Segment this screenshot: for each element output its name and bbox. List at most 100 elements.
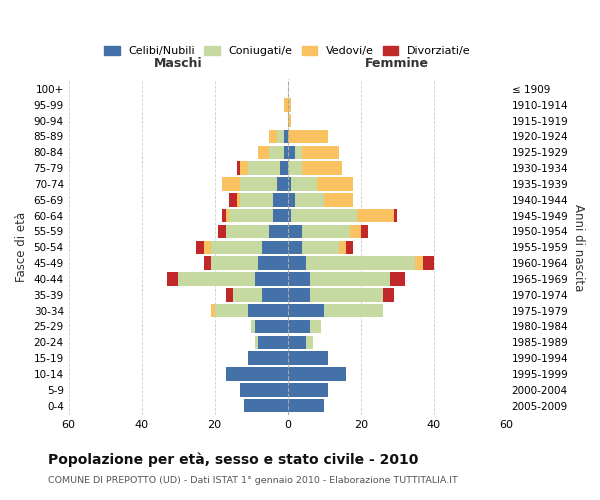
Bar: [167, 272, 178, 285]
Bar: [287, 240, 302, 254]
Bar: [339, 240, 346, 254]
Bar: [211, 256, 259, 270]
Bar: [310, 320, 320, 333]
Bar: [287, 304, 324, 318]
Bar: [211, 240, 262, 254]
Bar: [244, 399, 287, 412]
Bar: [269, 225, 287, 238]
Bar: [273, 193, 287, 206]
Bar: [287, 178, 292, 190]
Bar: [226, 209, 229, 222]
Bar: [302, 146, 339, 159]
Bar: [357, 209, 394, 222]
Bar: [346, 240, 353, 254]
Bar: [287, 256, 306, 270]
Bar: [222, 178, 240, 190]
Bar: [292, 209, 357, 222]
Bar: [269, 130, 277, 143]
Bar: [255, 272, 287, 285]
Bar: [277, 178, 287, 190]
Bar: [248, 162, 280, 175]
Bar: [211, 304, 215, 318]
Bar: [226, 288, 233, 302]
Bar: [295, 146, 302, 159]
Bar: [287, 146, 295, 159]
Bar: [310, 288, 383, 302]
Bar: [284, 130, 287, 143]
Y-axis label: Fasce di età: Fasce di età: [15, 212, 28, 282]
Bar: [306, 256, 415, 270]
Bar: [324, 193, 353, 206]
Y-axis label: Anni di nascita: Anni di nascita: [572, 204, 585, 291]
Bar: [255, 336, 259, 349]
Bar: [287, 367, 346, 380]
Bar: [394, 209, 397, 222]
Bar: [226, 367, 287, 380]
Bar: [415, 256, 423, 270]
Bar: [248, 304, 287, 318]
Bar: [269, 146, 284, 159]
Bar: [280, 162, 287, 175]
Bar: [287, 336, 306, 349]
Bar: [248, 352, 287, 365]
Legend: Celibi/Nubili, Coniugati/e, Vedovi/e, Divorziati/e: Celibi/Nubili, Coniugati/e, Vedovi/e, Di…: [100, 42, 475, 60]
Bar: [306, 336, 313, 349]
Bar: [229, 193, 236, 206]
Bar: [287, 209, 292, 222]
Bar: [287, 130, 328, 143]
Bar: [287, 114, 292, 128]
Bar: [236, 193, 240, 206]
Bar: [295, 193, 324, 206]
Bar: [284, 98, 287, 112]
Bar: [226, 225, 269, 238]
Bar: [302, 162, 343, 175]
Bar: [240, 193, 273, 206]
Bar: [236, 162, 240, 175]
Bar: [277, 130, 284, 143]
Bar: [262, 240, 287, 254]
Bar: [361, 225, 368, 238]
Bar: [292, 178, 317, 190]
Bar: [317, 178, 353, 190]
Bar: [215, 304, 248, 318]
Bar: [233, 288, 262, 302]
Bar: [287, 272, 310, 285]
Bar: [302, 225, 350, 238]
Bar: [287, 399, 324, 412]
Text: COMUNE DI PREPOTTO (UD) - Dati ISTAT 1° gennaio 2010 - Elaborazione TUTTITALIA.I: COMUNE DI PREPOTTO (UD) - Dati ISTAT 1° …: [48, 476, 458, 485]
Text: Popolazione per età, sesso e stato civile - 2010: Popolazione per età, sesso e stato civil…: [48, 452, 418, 467]
Bar: [255, 320, 287, 333]
Bar: [287, 320, 310, 333]
Bar: [287, 352, 328, 365]
Bar: [259, 256, 287, 270]
Text: Femmine: Femmine: [365, 57, 429, 70]
Bar: [284, 146, 287, 159]
Bar: [259, 336, 287, 349]
Bar: [287, 98, 292, 112]
Bar: [222, 209, 226, 222]
Bar: [218, 225, 226, 238]
Bar: [259, 146, 269, 159]
Bar: [273, 209, 287, 222]
Bar: [240, 162, 248, 175]
Bar: [240, 178, 277, 190]
Bar: [310, 272, 390, 285]
Bar: [287, 193, 295, 206]
Bar: [324, 304, 383, 318]
Text: Maschi: Maschi: [154, 57, 202, 70]
Bar: [350, 225, 361, 238]
Bar: [229, 209, 273, 222]
Bar: [196, 240, 204, 254]
Bar: [240, 383, 287, 396]
Bar: [204, 240, 211, 254]
Bar: [390, 272, 404, 285]
Bar: [178, 272, 255, 285]
Bar: [423, 256, 434, 270]
Bar: [287, 162, 302, 175]
Bar: [287, 225, 302, 238]
Bar: [287, 288, 310, 302]
Bar: [204, 256, 211, 270]
Bar: [251, 320, 255, 333]
Bar: [287, 383, 328, 396]
Bar: [262, 288, 287, 302]
